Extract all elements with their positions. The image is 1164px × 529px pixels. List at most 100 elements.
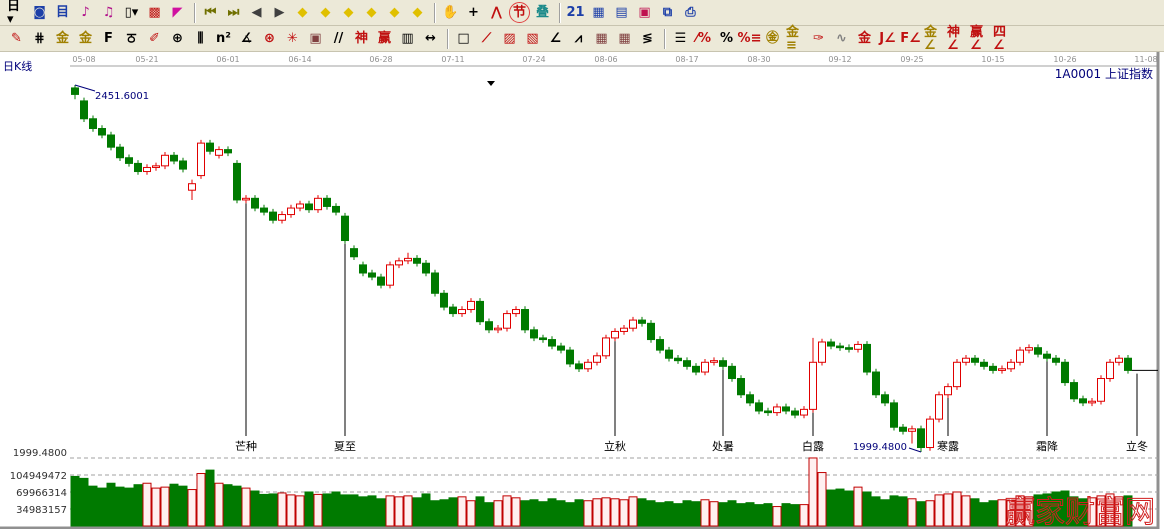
god-fan-icon[interactable]: 神∠ — [947, 24, 961, 53]
calculator-icon[interactable]: ▦ — [592, 5, 605, 20]
volume-bar — [1042, 493, 1052, 527]
wave-icon[interactable]: ⩘ — [574, 31, 583, 46]
candle-body — [296, 203, 304, 209]
candle-style-dropdown[interactable]: ▯▾ — [124, 5, 139, 20]
gold-split-2-icon[interactable]: 金 — [78, 31, 92, 46]
next-icon[interactable]: ▶ — [274, 5, 285, 20]
pen-icon[interactable]: ✎ — [11, 31, 22, 46]
candle-body — [71, 87, 79, 95]
volume-bar — [268, 493, 278, 527]
candle-body — [854, 343, 862, 350]
volume-bar — [466, 500, 476, 527]
volume-bar — [151, 487, 161, 527]
table-icon[interactable]: ☰ — [674, 31, 687, 46]
candle-body — [827, 341, 835, 347]
width-icon[interactable]: ↔ — [425, 31, 436, 46]
network-icon[interactable]: ⧉ — [662, 5, 673, 20]
shift-right-icon[interactable]: ◆ — [320, 5, 331, 20]
marker-icon[interactable]: ✑ — [813, 31, 824, 46]
crosshair-icon[interactable]: + — [468, 5, 479, 20]
fan-icon[interactable]: ⟋ — [481, 31, 492, 46]
gold-split-icon[interactable]: 金 — [55, 31, 69, 46]
rect-icon[interactable]: □ — [457, 31, 470, 46]
shift-left-icon[interactable]: ◆ — [297, 5, 308, 20]
god-icon[interactable]: 神 — [354, 31, 368, 46]
comb-icon[interactable]: ▥ — [401, 31, 414, 46]
ruler-pen-icon[interactable]: ✐ — [149, 31, 160, 46]
box-icon[interactable]: ▣ — [309, 31, 322, 46]
box-fan-2-icon[interactable]: ▧ — [526, 31, 539, 46]
parallel-icon[interactable]: ⫼ — [197, 31, 204, 46]
box-fan-icon[interactable]: ▨ — [503, 31, 516, 46]
f-lines-icon[interactable]: F — [104, 31, 113, 46]
volume-bar — [394, 496, 404, 527]
color-flag-icon[interactable]: ◤ — [172, 5, 183, 20]
period-day-dropdown[interactable]: 日▾ — [7, 0, 21, 27]
multi-day-3-icon[interactable]: ♪ — [81, 5, 90, 20]
volume-bar — [1069, 496, 1079, 527]
gold-lines-icon[interactable]: 金≡ — [786, 24, 800, 53]
target-icon[interactable]: ⊛ — [264, 31, 275, 46]
sine-icon[interactable]: ∿ — [836, 31, 847, 46]
solar-term-icon[interactable]: 节 — [509, 2, 530, 23]
candle-body — [737, 378, 745, 396]
percent-icon[interactable]: % — [719, 31, 734, 46]
angle-icon[interactable]: ∡ — [240, 31, 253, 46]
report-icon[interactable]: ▤ — [615, 5, 628, 20]
candle-body — [764, 410, 772, 414]
overlay-icon[interactable]: ▩ — [148, 5, 161, 20]
circle-ruler-icon[interactable]: ⊕ — [172, 31, 183, 46]
f-fan-icon[interactable]: F∠ — [900, 31, 921, 46]
volume-bar — [295, 495, 305, 527]
calendar-icon[interactable]: 21 — [566, 5, 585, 20]
candle-body — [224, 149, 232, 154]
save-icon[interactable]: ▣ — [638, 5, 651, 20]
web-icon[interactable]: ✳ — [287, 31, 298, 46]
candle-body — [107, 134, 115, 148]
kline-chart[interactable]: 日K线 1A0001 上证指数 05-08 05-21 06-01 06-14 06-28 0… — [0, 52, 1164, 529]
volume-bar — [484, 502, 494, 527]
j-fan-icon[interactable]: J∠ — [879, 31, 896, 46]
candle-body — [179, 160, 187, 170]
grid-lines-icon[interactable]: ⋕ — [34, 31, 45, 46]
win-fan-icon[interactable]: 赢∠ — [970, 24, 984, 53]
volume-bar — [592, 498, 602, 527]
win-icon[interactable]: 赢 — [377, 31, 391, 46]
overlay-index-icon[interactable]: 叠 — [535, 5, 549, 20]
candle-body — [872, 371, 880, 396]
hand-icon[interactable]: ✋ — [442, 5, 459, 20]
gold-fan-icon[interactable]: 金∠ — [924, 24, 938, 53]
slash-icon[interactable]: // — [333, 31, 344, 46]
gold-circle-icon[interactable]: ㊎ — [765, 31, 779, 46]
candle-body — [269, 211, 277, 221]
multi-day-9-icon[interactable]: ♫ — [102, 5, 115, 20]
n2-icon[interactable]: n² — [216, 31, 231, 46]
zoom-h-icon[interactable]: ◆ — [343, 5, 354, 20]
percent-lines-icon[interactable]: %≡ — [737, 31, 762, 46]
last-icon[interactable]: ⏭ — [227, 5, 240, 20]
notes-icon[interactable]: 目 — [55, 5, 69, 20]
percent-line-icon[interactable]: ⁄% — [695, 31, 712, 46]
toolbar-separator — [434, 2, 436, 23]
prev-icon[interactable]: ◀ — [251, 5, 262, 20]
line-tool-icon[interactable]: ⋀ — [491, 5, 502, 20]
zoom-v-icon[interactable]: ◆ — [412, 5, 423, 20]
spiral-icon[interactable]: ਠ — [127, 31, 136, 46]
volume-bar — [727, 500, 737, 527]
candle-body — [683, 360, 691, 367]
grid-2-icon[interactable]: ▦ — [618, 31, 631, 46]
zoom-out-icon[interactable]: ◆ — [389, 5, 400, 20]
first-icon[interactable]: ⏮ — [204, 5, 217, 20]
candle-body — [701, 361, 709, 373]
chart-type-icon[interactable]: ◙ — [33, 5, 46, 20]
print-icon[interactable]: ⎙ — [685, 5, 696, 20]
four-fan-icon[interactable]: 四∠ — [993, 24, 1007, 53]
date-tick: 11-08 — [1134, 55, 1157, 64]
volume-bar — [115, 486, 125, 527]
zoom-in-icon[interactable]: ◆ — [366, 5, 377, 20]
gold-bar-icon[interactable]: 金 — [857, 31, 871, 46]
channel-icon[interactable]: ≶ — [642, 31, 653, 46]
speed-line-icon[interactable]: ∠ — [549, 31, 562, 46]
grid-icon[interactable]: ▦ — [595, 31, 608, 46]
volume-bar — [673, 503, 683, 527]
